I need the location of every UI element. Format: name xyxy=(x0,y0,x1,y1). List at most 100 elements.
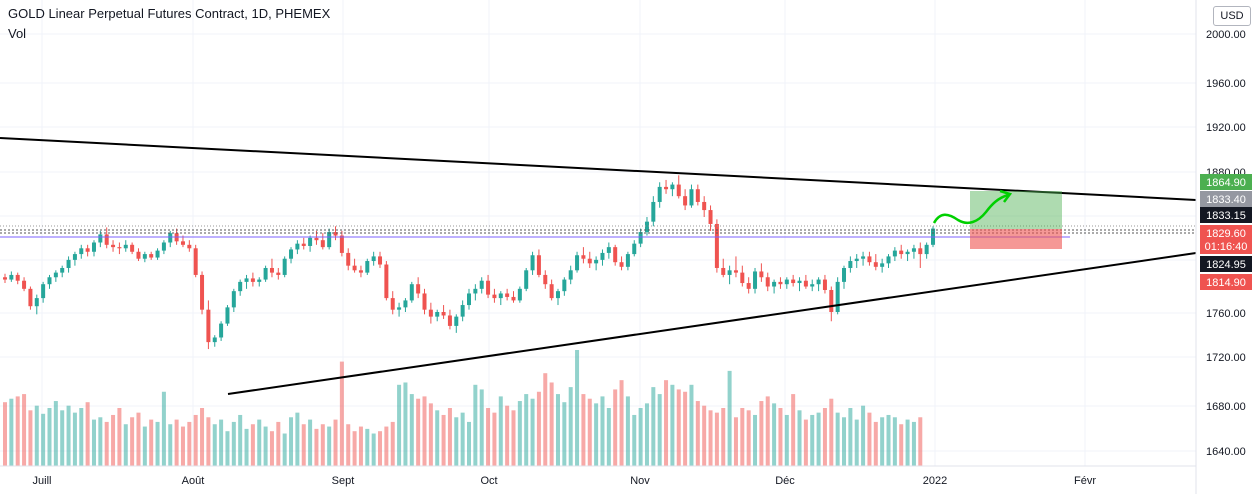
volume-bar xyxy=(638,408,643,466)
volume-bar xyxy=(28,410,33,466)
volume-bar xyxy=(594,403,599,466)
candle xyxy=(333,226,338,241)
candle xyxy=(549,279,554,301)
candle xyxy=(66,256,71,273)
candle xyxy=(352,258,357,273)
candle xyxy=(479,277,484,294)
candle xyxy=(269,258,274,278)
volume-bar xyxy=(149,419,154,466)
volume-bar xyxy=(498,396,503,466)
candle xyxy=(765,272,770,292)
candle xyxy=(555,288,560,306)
long-position-target-zone[interactable] xyxy=(970,191,1062,229)
svg-text:1814.90: 1814.90 xyxy=(1206,277,1246,289)
volume-bar xyxy=(797,410,802,466)
volume-bar xyxy=(632,414,637,466)
candle xyxy=(727,265,732,285)
candle xyxy=(460,300,465,322)
price-label: 01:16:40 xyxy=(1200,238,1252,254)
volume-bar xyxy=(3,402,7,466)
volume-bar xyxy=(854,419,859,466)
candle xyxy=(543,270,548,289)
volume-bar xyxy=(34,405,39,466)
volume-bar xyxy=(295,412,300,466)
candle xyxy=(918,242,923,268)
candle xyxy=(289,247,294,264)
volume-bar xyxy=(702,405,707,466)
volume-bar xyxy=(816,412,821,466)
candle xyxy=(816,277,821,292)
candle xyxy=(848,256,853,273)
candle xyxy=(873,254,878,271)
candle xyxy=(22,277,27,292)
volume-bar xyxy=(269,431,274,466)
price-label: 1829.60 xyxy=(1200,225,1252,241)
volume-bar xyxy=(492,412,497,466)
candle xyxy=(104,227,109,249)
volume-bar xyxy=(467,421,471,466)
triangle-lower-trendline[interactable] xyxy=(227,252,1197,395)
volume-bar xyxy=(142,426,147,466)
volume-bar xyxy=(778,408,783,466)
triangle-upper-trendline[interactable] xyxy=(0,137,1197,201)
long-position-stop-zone[interactable] xyxy=(970,229,1062,249)
volume-bar xyxy=(791,394,796,466)
x-tick-label: Juill xyxy=(33,475,52,487)
volume-bar xyxy=(473,384,478,466)
volume-bar xyxy=(200,408,205,466)
candle xyxy=(409,281,414,303)
candle xyxy=(339,230,344,257)
candle xyxy=(733,256,738,278)
candle xyxy=(34,294,39,315)
volume-bar xyxy=(225,431,230,466)
volume-bar xyxy=(435,410,440,466)
y-tick-label: 1960.00 xyxy=(1206,78,1246,90)
volume-bar xyxy=(85,402,90,466)
volume-bar xyxy=(104,421,109,466)
candle xyxy=(371,251,376,266)
candle xyxy=(231,288,236,312)
candle xyxy=(594,256,599,271)
volume-bar xyxy=(829,398,834,466)
candle xyxy=(390,291,395,315)
volume-bar xyxy=(378,431,383,466)
volume-bar xyxy=(168,424,173,466)
volume-bar xyxy=(263,426,268,466)
currency-button[interactable]: USD xyxy=(1213,6,1251,26)
volume-bar xyxy=(53,401,58,466)
projection-arrow[interactable] xyxy=(932,193,1009,224)
svg-text:1833.40: 1833.40 xyxy=(1206,194,1246,206)
candle xyxy=(524,267,529,292)
volume-bar xyxy=(365,428,370,466)
volume-bar xyxy=(721,408,726,466)
candle xyxy=(435,309,440,322)
candle xyxy=(797,277,802,292)
candle xyxy=(358,265,363,278)
candle xyxy=(263,265,268,282)
candle xyxy=(3,273,7,284)
candle xyxy=(327,228,332,250)
volume-bar xyxy=(428,403,433,466)
volume-bar xyxy=(358,426,363,466)
candle xyxy=(606,242,611,259)
candle xyxy=(91,240,96,257)
volume-bar xyxy=(72,412,77,466)
volume-bar xyxy=(384,426,389,466)
volume-bar xyxy=(918,417,923,466)
volume-bar xyxy=(257,419,262,466)
volume-bar xyxy=(479,389,484,466)
volume-bar xyxy=(568,387,573,466)
candle xyxy=(187,240,192,252)
volume-bar xyxy=(664,380,669,466)
candle xyxy=(130,242,135,255)
candle xyxy=(587,251,592,268)
volume-bar xyxy=(289,417,294,466)
volume-bar xyxy=(530,398,535,466)
volume-bar xyxy=(733,417,738,466)
volume-bar xyxy=(238,414,243,466)
volume-bar xyxy=(670,384,675,466)
volume-bar xyxy=(708,410,713,466)
candle xyxy=(880,258,885,273)
